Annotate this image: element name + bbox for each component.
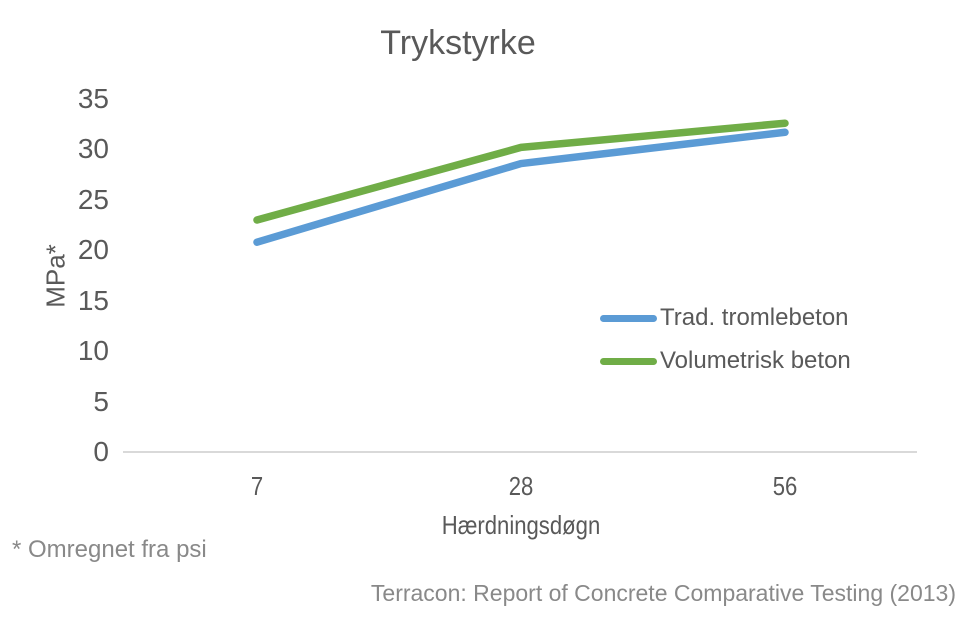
chart-title: Trykstyrke bbox=[380, 24, 536, 62]
legend-line-marker bbox=[600, 357, 657, 365]
y-axis-tick-label: 10 bbox=[77, 335, 109, 367]
y-axis-tick-label: 35 bbox=[77, 83, 109, 114]
legend-line-marker bbox=[600, 314, 657, 322]
source-citation: Terracon: Report of Concrete Comparative… bbox=[370, 580, 956, 606]
legend-item-1: Volumetrisk beton bbox=[600, 346, 851, 376]
y-axis-tick-label: 0 bbox=[93, 436, 109, 467]
y-axis-tick-label: 30 bbox=[77, 133, 109, 165]
y-axis-tick-label: 15 bbox=[77, 284, 109, 316]
y-axis-tick-label: 20 bbox=[77, 234, 109, 266]
x-axis-tick-label: 28 bbox=[508, 471, 534, 501]
x-axis-title: Hærdningsdøgn bbox=[441, 510, 601, 540]
series-line-1 bbox=[253, 119, 789, 224]
y-axis-tick-label: 5 bbox=[93, 385, 109, 417]
legend-item-0: Trad. tromlebeton bbox=[600, 303, 851, 333]
legend-label: Trad. tromlebeton bbox=[660, 304, 849, 331]
x-axis-line bbox=[123, 451, 917, 453]
series-line-0 bbox=[253, 128, 789, 246]
chart-legend: Trad. tromlebeton Volumetrisk beton bbox=[600, 303, 851, 389]
footnote: * Omregnet fra psi bbox=[12, 536, 207, 563]
legend-label: Volumetrisk beton bbox=[660, 347, 851, 374]
y-axis-tick-label: 25 bbox=[77, 183, 109, 215]
x-axis-tick-label: 56 bbox=[772, 471, 798, 501]
x-axis-tick-label: 7 bbox=[250, 471, 264, 501]
